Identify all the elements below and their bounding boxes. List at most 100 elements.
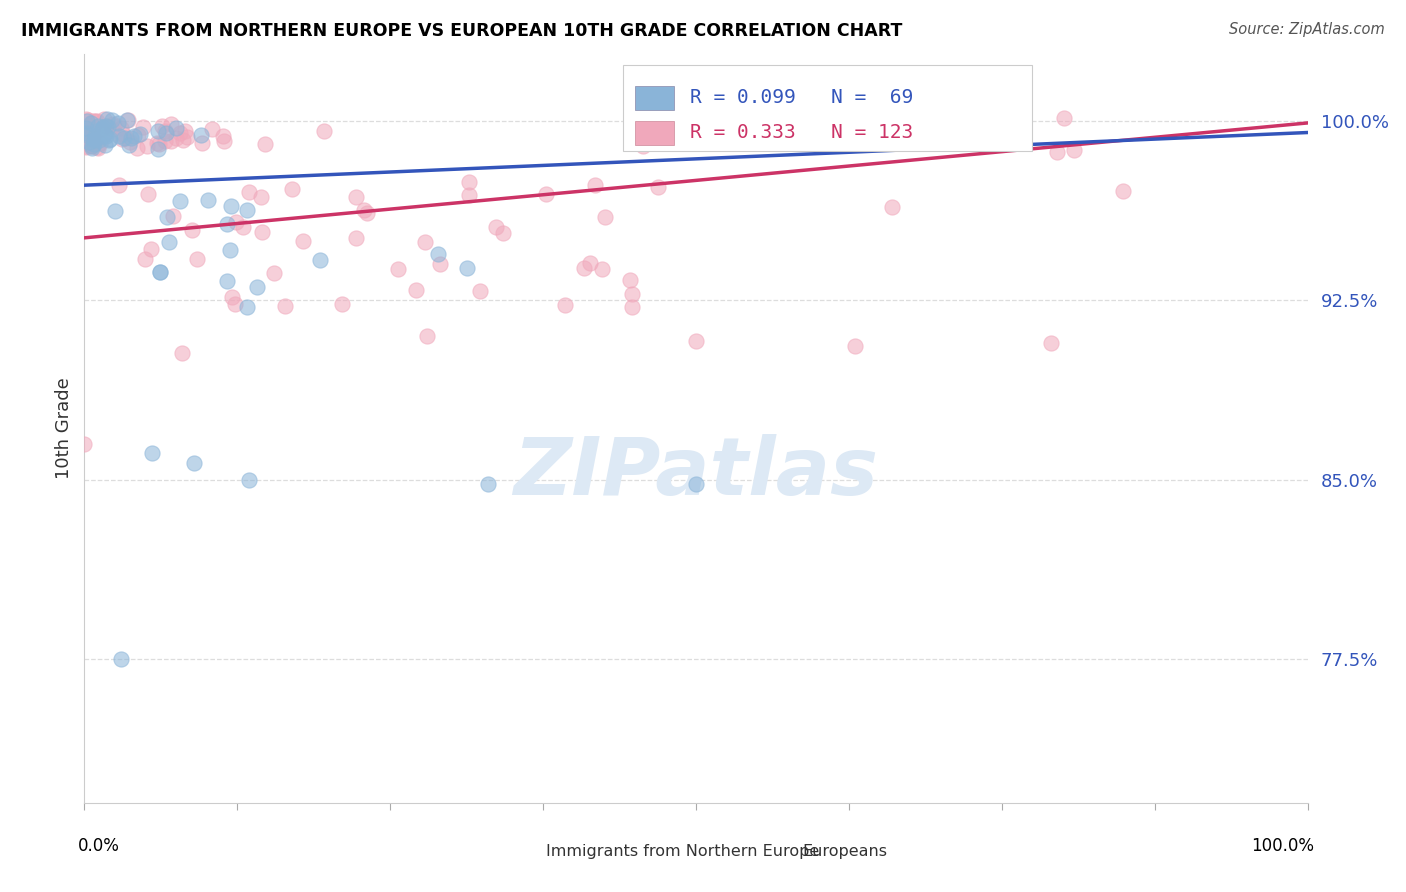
Point <box>225 214 247 228</box>
Point <box>174 124 197 138</box>
Point <box>97 133 120 147</box>
Point <box>75 126 97 140</box>
Point <box>83 129 105 144</box>
Point <box>82 113 104 128</box>
Point <box>82 140 104 154</box>
Point <box>75 139 97 153</box>
Point <box>197 193 219 207</box>
Point <box>80 139 103 153</box>
Text: 100.0%: 100.0% <box>1251 837 1313 855</box>
Point <box>1063 144 1085 158</box>
Point <box>485 219 508 234</box>
Point <box>96 112 118 127</box>
Point <box>236 300 259 314</box>
Point <box>75 130 97 145</box>
Point <box>83 136 105 151</box>
Point <box>201 122 224 136</box>
Point <box>169 126 191 140</box>
Point <box>141 446 163 460</box>
Point <box>620 287 643 301</box>
Point <box>572 260 595 275</box>
Point <box>183 456 205 470</box>
Point <box>224 297 246 311</box>
Point <box>254 137 277 152</box>
Point <box>86 140 108 154</box>
FancyBboxPatch shape <box>623 65 1032 151</box>
Point <box>122 128 145 143</box>
Point <box>104 203 127 218</box>
Point <box>190 128 212 142</box>
Point <box>76 128 98 143</box>
Point <box>89 136 111 151</box>
Point <box>353 202 375 217</box>
Point <box>101 116 124 130</box>
Point <box>591 261 613 276</box>
Point <box>309 253 332 268</box>
Point <box>387 262 409 277</box>
Point <box>77 135 100 149</box>
Point <box>274 299 297 313</box>
Point <box>87 141 110 155</box>
Point <box>108 178 131 193</box>
Point <box>344 231 367 245</box>
Point <box>190 136 212 150</box>
Point <box>98 132 121 146</box>
Point <box>416 329 439 343</box>
Point <box>129 127 152 141</box>
Point <box>127 128 149 143</box>
Point <box>176 130 198 145</box>
Point <box>631 139 654 153</box>
Point <box>135 139 157 153</box>
Point <box>87 122 110 136</box>
Text: Europeans: Europeans <box>803 844 887 859</box>
Point <box>91 120 114 135</box>
Point <box>215 274 238 288</box>
Point <box>405 283 427 297</box>
Point <box>84 113 107 128</box>
Point <box>554 298 576 312</box>
FancyBboxPatch shape <box>513 845 536 858</box>
Point <box>157 235 180 249</box>
Point <box>112 127 135 141</box>
Point <box>120 135 142 149</box>
Point <box>1039 336 1062 351</box>
Point <box>118 138 141 153</box>
Point <box>647 180 669 194</box>
Point <box>87 133 110 147</box>
Point <box>619 273 641 287</box>
Point <box>685 477 707 491</box>
Point <box>456 260 478 275</box>
Point <box>75 112 97 126</box>
Point <box>155 210 177 224</box>
Point <box>356 206 378 220</box>
Point <box>93 128 115 142</box>
Point <box>120 131 142 145</box>
Point <box>169 194 191 208</box>
Point <box>76 112 98 127</box>
Point <box>219 243 242 257</box>
Point <box>458 175 481 189</box>
Point <box>80 137 103 152</box>
Point <box>159 134 181 148</box>
Point <box>110 652 132 666</box>
Point <box>91 121 114 136</box>
Text: 0.0%: 0.0% <box>79 837 120 855</box>
Text: IMMIGRANTS FROM NORTHERN EUROPE VS EUROPEAN 10TH GRADE CORRELATION CHART: IMMIGRANTS FROM NORTHERN EUROPE VS EUROP… <box>21 22 903 40</box>
Point <box>112 130 135 145</box>
Point <box>458 188 481 202</box>
Point <box>101 112 124 127</box>
Point <box>115 112 138 127</box>
Point <box>145 136 167 151</box>
Point <box>86 114 108 128</box>
Point <box>73 436 96 450</box>
Point <box>82 131 104 145</box>
Point <box>217 217 239 231</box>
Text: Immigrants from Northern Europe: Immigrants from Northern Europe <box>546 844 818 859</box>
Point <box>238 186 260 200</box>
Point <box>75 133 97 147</box>
Point <box>148 136 170 151</box>
Point <box>534 186 557 201</box>
Y-axis label: 10th Grade: 10th Grade <box>55 377 73 479</box>
Point <box>330 297 353 311</box>
Point <box>583 178 606 192</box>
